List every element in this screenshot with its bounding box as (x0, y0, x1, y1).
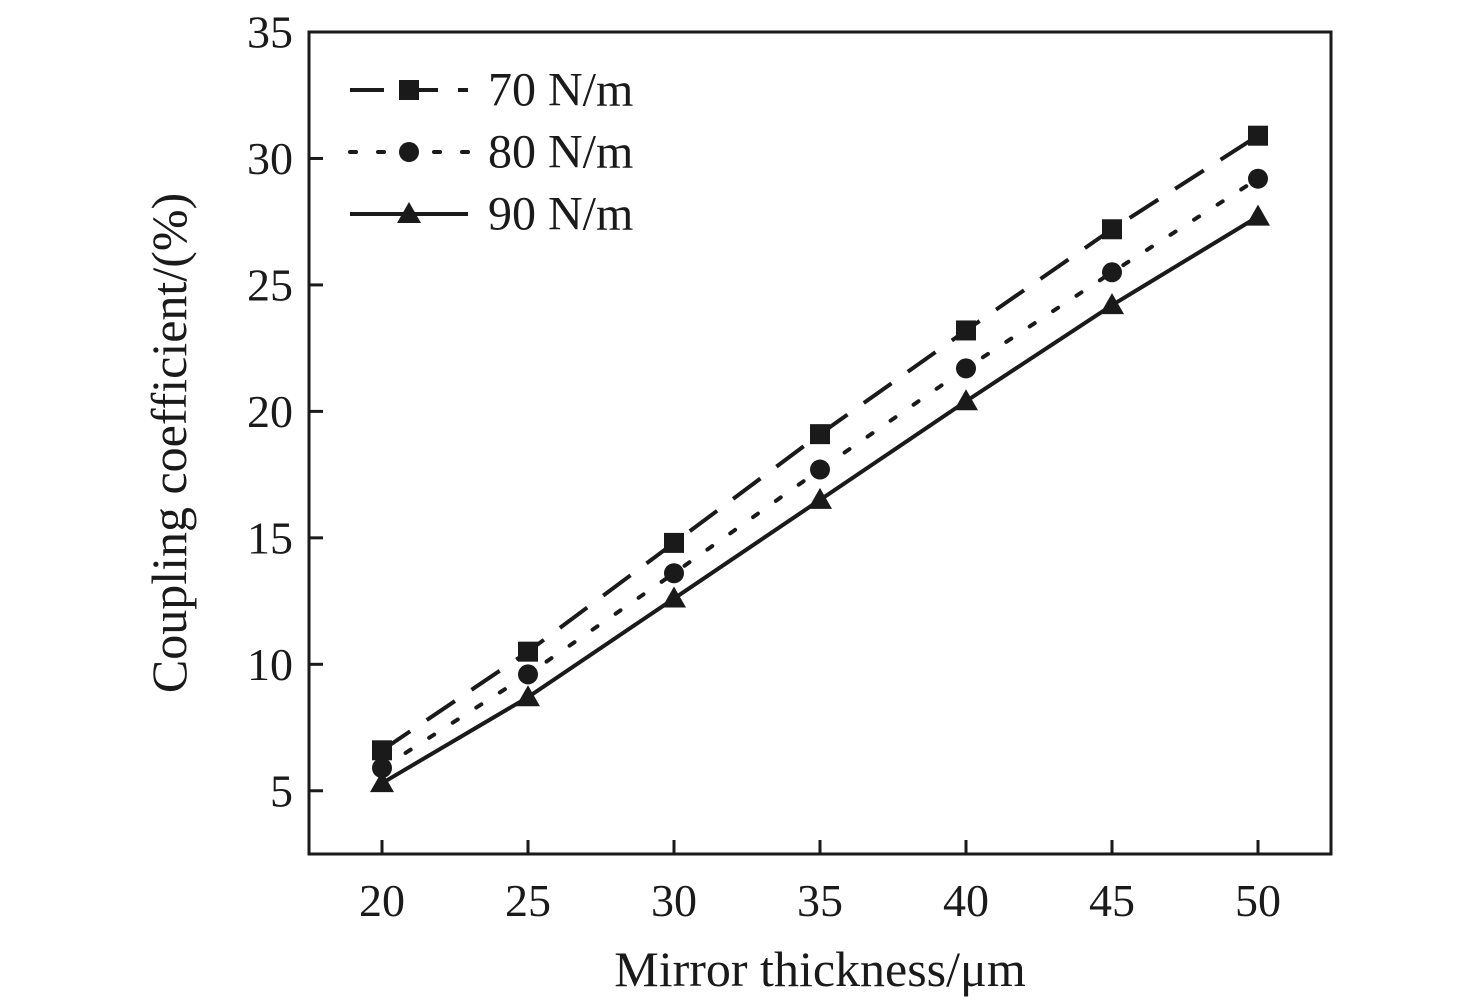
data-point (956, 358, 976, 379)
data-point (372, 758, 392, 779)
data-point (1248, 168, 1268, 189)
data-point (1102, 262, 1122, 283)
data-point (372, 740, 392, 761)
y-tick-label: 10 (247, 639, 293, 690)
data-point (516, 685, 540, 707)
data-point (956, 320, 976, 341)
y-axis-ticks: 5 10 15 20 25 30 35 (247, 7, 323, 816)
y-axis-title: Coupling coefficient/(%) (141, 193, 197, 693)
legend-marker (399, 80, 419, 100)
y-tick-label: 25 (247, 259, 293, 310)
y-tick-label: 20 (247, 386, 293, 437)
y-tick-label: 15 (247, 512, 293, 563)
legend-label: 70 N/m (488, 64, 633, 117)
legend-label: 90 N/m (488, 188, 633, 241)
data-point (370, 771, 394, 793)
legend-item: 80 N/m (348, 126, 633, 179)
series-layer (370, 125, 1270, 793)
y-tick-label: 5 (270, 765, 293, 816)
data-point (810, 459, 830, 480)
legend-item: 90 N/m (350, 188, 633, 241)
x-tick-label: 45 (1089, 875, 1135, 926)
data-point (1100, 293, 1124, 315)
data-point (662, 586, 686, 608)
data-point (518, 641, 538, 662)
series-triangle (370, 204, 1270, 793)
x-tick-label: 50 (1235, 875, 1281, 926)
legend-item: 70 N/m (350, 64, 633, 117)
legend-marker (399, 142, 419, 162)
x-tick-label: 40 (943, 875, 989, 926)
data-point (664, 563, 684, 584)
data-point (1102, 219, 1122, 240)
y-tick-label: 30 (247, 133, 293, 184)
data-point (1248, 125, 1268, 146)
data-point (810, 424, 830, 445)
x-tick-label: 20 (359, 875, 405, 926)
legend: 70 N/m 80 N/m 90 N/m (348, 64, 633, 241)
legend-marker (397, 202, 421, 223)
data-point (954, 389, 978, 411)
x-tick-label: 25 (505, 875, 551, 926)
x-axis-ticks: 20 25 30 35 40 45 50 (359, 840, 1281, 926)
series-square (372, 125, 1268, 761)
series-circle (372, 168, 1268, 779)
x-tick-label: 30 (651, 875, 697, 926)
y-tick-label: 35 (247, 7, 293, 58)
legend-label: 80 N/m (488, 126, 633, 179)
data-point (808, 487, 832, 509)
x-axis-title: Mirror thickness/μm (614, 941, 1026, 997)
x-tick-label: 35 (797, 875, 843, 926)
data-point (518, 664, 538, 685)
data-point (664, 532, 684, 553)
data-point (1246, 204, 1270, 226)
